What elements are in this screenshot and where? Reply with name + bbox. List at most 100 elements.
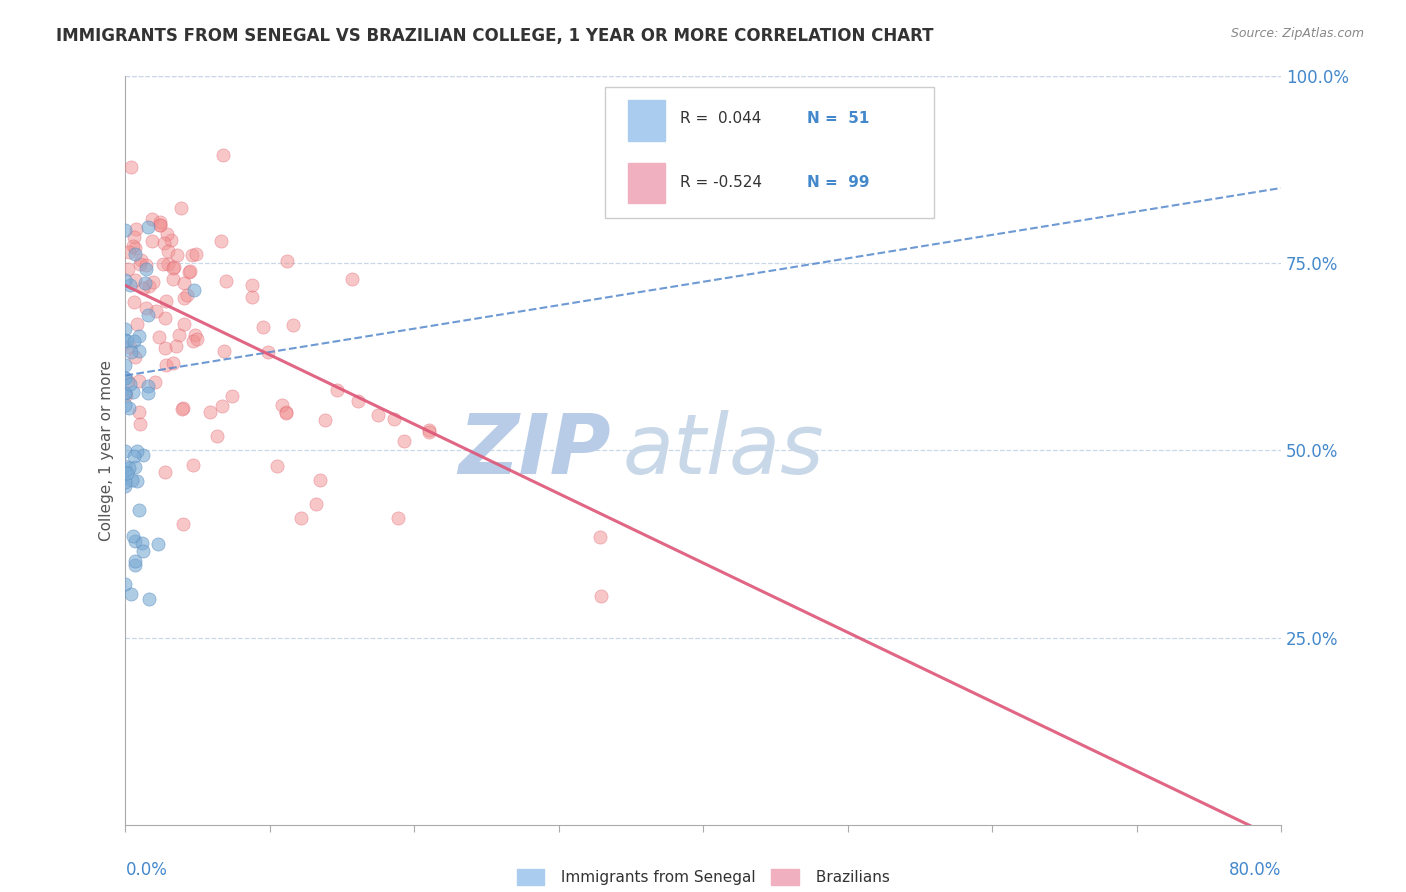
Point (173, 317, 195, 331)
Point (156, 227, 179, 242)
Point (155, 293, 177, 308)
Point (340, 272, 363, 286)
Point (155, 358, 177, 372)
Point (115, 334, 138, 348)
Text: 80.0%: 80.0% (1229, 861, 1281, 879)
Text: atlas: atlas (623, 410, 824, 491)
Point (122, 334, 145, 348)
Point (418, 423, 440, 437)
Point (148, 330, 170, 344)
Point (128, 375, 150, 389)
Point (167, 327, 190, 342)
Point (131, 252, 153, 267)
Point (153, 235, 176, 250)
Point (114, 398, 136, 412)
Point (114, 223, 136, 237)
Point (128, 405, 150, 419)
Point (141, 212, 163, 227)
Point (156, 257, 179, 271)
Point (156, 244, 179, 258)
Point (117, 261, 139, 276)
Point (211, 148, 233, 162)
Point (163, 260, 186, 274)
Text: ZIP: ZIP (458, 410, 610, 491)
Point (124, 558, 146, 572)
Point (160, 233, 183, 247)
Point (124, 351, 146, 365)
Point (281, 318, 304, 332)
Point (181, 458, 204, 473)
Point (132, 448, 155, 462)
Point (115, 388, 138, 402)
Point (135, 261, 157, 276)
Point (136, 379, 159, 393)
Point (143, 375, 166, 389)
Point (266, 458, 288, 473)
Point (155, 465, 177, 479)
Point (274, 406, 297, 420)
Point (125, 222, 148, 236)
Point (149, 219, 172, 233)
Point (221, 389, 243, 403)
Point (122, 230, 145, 244)
Point (181, 334, 204, 348)
Text: R =  0.044: R = 0.044 (681, 111, 762, 126)
Point (325, 383, 347, 397)
Point (367, 408, 389, 422)
Point (131, 280, 153, 294)
Point (149, 219, 172, 233)
Point (148, 537, 170, 551)
Point (211, 234, 233, 248)
Point (114, 386, 136, 401)
Point (392, 434, 415, 449)
Point (129, 417, 152, 432)
Point (165, 339, 187, 353)
Point (134, 276, 156, 290)
Point (128, 329, 150, 343)
Point (309, 473, 332, 487)
Text: 0.0%: 0.0% (125, 861, 167, 879)
Point (135, 258, 157, 272)
Point (179, 265, 201, 279)
FancyBboxPatch shape (628, 162, 665, 203)
Point (128, 503, 150, 517)
Point (346, 393, 368, 408)
Y-axis label: College, 1 year or more: College, 1 year or more (100, 360, 114, 541)
Point (124, 533, 146, 548)
Point (114, 273, 136, 287)
Point (138, 278, 160, 293)
Point (117, 375, 139, 389)
Point (114, 385, 136, 400)
Point (205, 429, 228, 443)
Point (152, 257, 174, 271)
Point (276, 405, 298, 419)
Point (170, 202, 193, 216)
Legend:  Immigrants from Senegal,  Brazilians: Immigrants from Senegal, Brazilians (509, 862, 897, 892)
Point (114, 322, 136, 336)
Point (240, 290, 263, 304)
Point (124, 273, 146, 287)
Text: Source: ZipAtlas.com: Source: ZipAtlas.com (1230, 27, 1364, 40)
Point (127, 444, 149, 458)
Point (176, 287, 198, 301)
Point (136, 386, 159, 401)
Point (115, 467, 138, 481)
Point (212, 344, 235, 359)
Point (162, 356, 184, 370)
Text: IMMIGRANTS FROM SENEGAL VS BRAZILIAN COLLEGE, 1 YEAR OR MORE CORRELATION CHART: IMMIGRANTS FROM SENEGAL VS BRAZILIAN COL… (56, 27, 934, 45)
Text: N =  99: N = 99 (807, 175, 870, 189)
Point (120, 160, 142, 174)
Point (124, 246, 146, 260)
Text: R = -0.524: R = -0.524 (681, 175, 762, 189)
Point (172, 401, 194, 415)
Text: N =  51: N = 51 (807, 111, 869, 126)
Point (149, 215, 172, 229)
Point (131, 536, 153, 550)
Point (121, 473, 143, 487)
Point (162, 260, 184, 275)
Point (118, 277, 141, 292)
Point (290, 511, 312, 525)
Point (252, 320, 274, 334)
Point (120, 340, 142, 354)
Point (211, 400, 233, 414)
